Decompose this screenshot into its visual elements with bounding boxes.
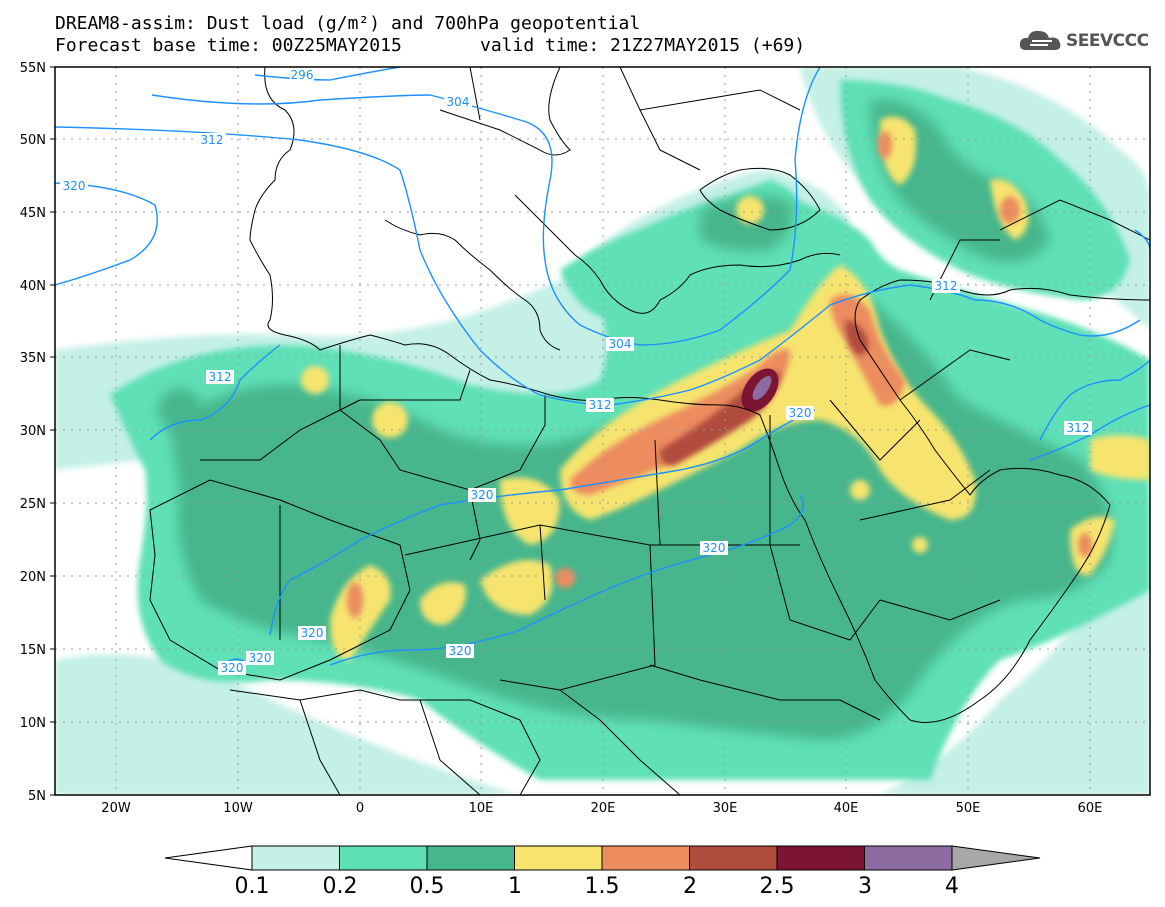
lat-label: 15N <box>20 643 46 658</box>
svg-text:320: 320 <box>789 406 812 420</box>
svg-text:320: 320 <box>703 541 726 555</box>
lat-label: 55N <box>20 61 46 76</box>
colorbar-label: 0.1 <box>234 874 270 899</box>
colorbar-label: 0.2 <box>322 874 358 899</box>
lon-label: 30E <box>713 801 738 816</box>
contour-label: 320 <box>786 406 814 420</box>
svg-text:312: 312 <box>209 370 232 384</box>
country-borders <box>149 67 1150 795</box>
colorbar-label: 2.5 <box>759 874 795 899</box>
colorbar-box <box>601 845 690 871</box>
lon-label: 60E <box>1078 801 1103 816</box>
logo-text: SEEVCCC <box>1066 31 1149 51</box>
svg-text:312: 312 <box>201 133 224 147</box>
contour-label: 304 <box>606 337 634 351</box>
lon-label: 10E <box>469 801 494 816</box>
colorbar-box <box>776 845 865 871</box>
colorbar-label: 3 <box>858 874 872 899</box>
svg-text:320: 320 <box>301 626 324 640</box>
geopotential-contours <box>55 67 1150 669</box>
colorbar-box <box>426 845 515 871</box>
lat-label: 30N <box>20 424 46 439</box>
lat-tick-marks <box>50 66 55 796</box>
seevccc-logo: SEEVCCC <box>1018 28 1158 54</box>
lon-label: 50E <box>956 801 981 816</box>
contour-label-group: 296 304 304 312 312 312 312 312 320 320 … <box>60 68 1092 675</box>
colorbar-box <box>689 845 778 871</box>
lat-label: 40N <box>20 279 46 294</box>
longitude-axis: 20W 10W 0 10E 20E 30E 40E 50E 60E <box>101 801 1102 816</box>
lon-label: 40E <box>834 801 859 816</box>
svg-text:320: 320 <box>449 644 472 658</box>
colorbar-over-arrow <box>951 845 1041 871</box>
lon-label: 0 <box>356 801 364 816</box>
svg-text:320: 320 <box>63 179 86 193</box>
contour-label: 320 <box>446 644 474 658</box>
colorbar-label: 0.5 <box>409 874 445 899</box>
contour-label: 320 <box>298 626 326 640</box>
contour-label: 312 <box>932 279 960 293</box>
contour-label: 312 <box>586 398 614 412</box>
lat-label: 25N <box>20 497 46 512</box>
contour-label: 304 <box>444 95 472 109</box>
colorbar-box <box>514 845 603 871</box>
contour-label: 312 <box>1064 421 1092 435</box>
colorbar-box <box>339 845 428 871</box>
svg-text:312: 312 <box>935 279 958 293</box>
svg-text:304: 304 <box>609 337 632 351</box>
colorbar-label: 2 <box>683 874 697 899</box>
colorbar-label: 1 <box>508 874 522 899</box>
colorbar-under-arrow <box>164 845 253 871</box>
lon-label: 20E <box>591 801 616 816</box>
colorbar <box>164 845 1041 871</box>
svg-text:296: 296 <box>291 68 314 82</box>
lat-label: 5N <box>28 789 46 804</box>
svg-text:312: 312 <box>589 398 612 412</box>
colorbar-label: 1.5 <box>584 874 620 899</box>
dust-shade-3 <box>752 376 772 400</box>
lat-label: 35N <box>20 351 46 366</box>
lat-label: 10N <box>20 716 46 731</box>
contour-label: 320 <box>60 179 88 193</box>
lon-label: 10W <box>223 801 253 816</box>
svg-text:312: 312 <box>1067 421 1090 435</box>
svg-text:320: 320 <box>471 488 494 502</box>
contour-label: 320 <box>218 661 246 675</box>
contour-label: 296 <box>290 68 314 82</box>
svg-text:320: 320 <box>221 661 244 675</box>
svg-text:304: 304 <box>447 95 470 109</box>
latitude-axis: 55N 50N 45N 40N 35N 30N 25N 20N 15N 10N … <box>20 61 46 804</box>
colorbar-box <box>251 845 340 871</box>
lon-label: 20W <box>101 801 131 816</box>
colorbar-label: 4 <box>945 874 959 899</box>
forecast-base-time: Forecast base time: 00Z25MAY2015 <box>55 35 402 56</box>
contour-label: 320 <box>468 488 496 502</box>
contour-label: 312 <box>198 133 226 147</box>
lat-label: 20N <box>20 570 46 585</box>
contour-label: 320 <box>246 651 274 665</box>
colorbar-box <box>864 845 953 871</box>
map-title: DREAM8-assim: Dust load (g/m²) and 700hP… <box>55 13 641 34</box>
cloud-icon <box>1019 30 1061 50</box>
contour-label: 320 <box>700 541 728 555</box>
valid-time: valid time: 21Z27MAY2015 (+69) <box>480 35 806 56</box>
lat-label: 45N <box>20 206 46 221</box>
lat-label: 50N <box>20 133 46 148</box>
svg-text:320: 320 <box>249 651 272 665</box>
contour-label: 312 <box>206 370 234 384</box>
map-frame <box>54 66 1151 796</box>
